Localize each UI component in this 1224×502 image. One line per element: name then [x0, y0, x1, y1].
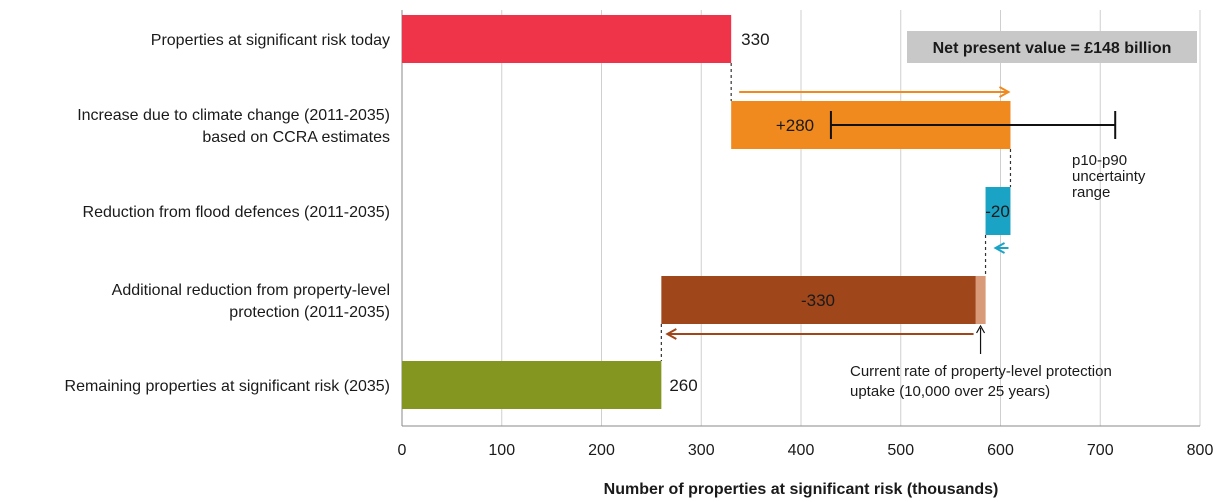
uncertainty-note: uncertainty	[1072, 168, 1146, 185]
x-tick-label: 100	[488, 442, 515, 459]
uncertainty-note: p10-p90	[1072, 152, 1127, 169]
npv-box	[907, 31, 1197, 63]
x-tick-label: 500	[887, 442, 914, 459]
category-label: based on CCRA estimates	[202, 129, 390, 146]
x-tick-label: 700	[1087, 442, 1114, 459]
category-label: Additional reduction from property-level	[112, 282, 390, 299]
x-tick-label: 300	[688, 442, 715, 459]
x-tick-label: 0	[398, 442, 407, 459]
x-axis-title: Number of properties at significant risk…	[604, 481, 999, 498]
bar-uptake-segment	[975, 276, 986, 324]
uptake-note: uptake (10,000 over 25 years)	[850, 383, 1050, 400]
bar-value-label: -20	[985, 202, 1010, 221]
bar-value-label: 260	[669, 376, 697, 395]
bar-value-label: -330	[801, 291, 835, 310]
category-label: protection (2011-2035)	[229, 304, 390, 321]
bar	[402, 15, 732, 63]
bar-value-label: 330	[741, 30, 769, 49]
x-tick-label: 200	[588, 442, 615, 459]
category-label: Increase due to climate change (2011-203…	[77, 107, 390, 124]
increase-arrow-head	[998, 86, 1011, 98]
uncertainty-note: range	[1072, 184, 1110, 201]
reduction-arrow-head	[993, 242, 1006, 254]
npv-label: Net present value = £148 billion	[933, 40, 1172, 57]
bar	[402, 361, 662, 409]
category-label: Remaining properties at significant risk…	[65, 378, 390, 395]
category-label: Reduction from flood defences (2011-2035…	[83, 204, 390, 221]
bar	[985, 187, 1011, 235]
plp-arrow-head	[665, 328, 677, 340]
x-tick-label: 600	[987, 442, 1014, 459]
uptake-note: Current rate of property-level protectio…	[850, 363, 1112, 380]
bar	[661, 276, 986, 324]
category-label: Properties at significant risk today	[151, 32, 390, 49]
x-tick-label: 400	[788, 442, 815, 459]
x-tick-label: 800	[1187, 442, 1214, 459]
bar-value-label: +280	[776, 116, 814, 135]
uptake-pointer-head	[976, 324, 986, 334]
